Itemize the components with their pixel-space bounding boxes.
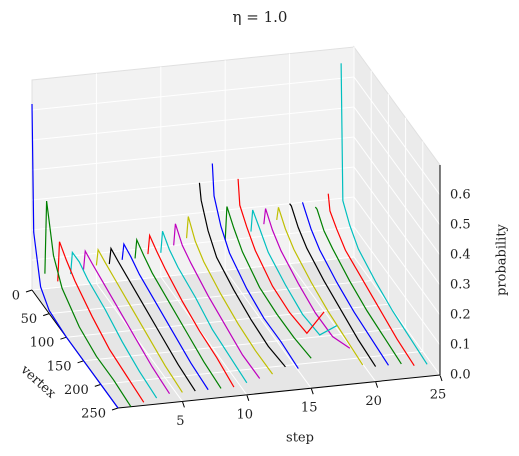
- x-tick-label: 0: [12, 289, 20, 304]
- back-pane: [31, 46, 355, 291]
- tick-mark: [77, 360, 84, 364]
- y-tick-label: 5: [176, 414, 184, 429]
- series-line: [211, 163, 299, 369]
- x-tick-label: 200: [64, 383, 89, 398]
- tick-mark: [43, 313, 50, 317]
- series-line: [340, 63, 428, 365]
- tick-mark: [439, 374, 443, 382]
- series-line: [314, 206, 402, 365]
- y-axis: [117, 374, 441, 409]
- series-line: [185, 216, 274, 375]
- z-tick-label: 0.6: [450, 188, 471, 203]
- series-line: [134, 237, 222, 389]
- series-line: [95, 247, 183, 393]
- tick-mark: [60, 336, 67, 340]
- grid-line: [100, 141, 424, 385]
- y-tick-label: 15: [301, 401, 318, 416]
- grid-line: [31, 47, 355, 291]
- series-line: [224, 206, 312, 359]
- tick-mark: [25, 289, 33, 293]
- series-line: [160, 230, 248, 384]
- grid-line: [83, 117, 407, 362]
- series-line: [108, 246, 196, 392]
- z-axis-label: probability: [495, 223, 510, 295]
- z-tick-label: 0.2: [450, 308, 471, 323]
- series-line: [276, 207, 364, 366]
- chart-title: η = 1.0: [233, 8, 288, 26]
- z-tick-label: 0.1: [450, 338, 471, 353]
- series-line: [289, 203, 377, 367]
- series-line: [327, 193, 415, 366]
- series-line: [250, 209, 338, 336]
- tick-mark: [246, 394, 250, 401]
- series-line: [121, 242, 209, 391]
- x-tick-label: 100: [30, 336, 55, 351]
- z-tick-label: 0.5: [450, 218, 471, 233]
- y-tick-label: 25: [430, 388, 447, 403]
- grid-line: [49, 70, 372, 315]
- z-tick-label: 0.4: [450, 248, 471, 263]
- tick-mark: [181, 401, 185, 408]
- series-line: [263, 208, 351, 349]
- x-tick-label: 250: [81, 407, 106, 422]
- y-axis-label: step: [286, 431, 314, 446]
- series-line: [70, 250, 158, 399]
- x-tick-label: 50: [21, 312, 38, 327]
- series-line: [82, 249, 171, 395]
- y-tick-label: 10: [237, 407, 254, 422]
- tick-mark: [111, 407, 119, 411]
- tick-mark: [310, 388, 314, 395]
- series-line: [237, 178, 325, 335]
- z-tick-label: 0.3: [450, 278, 471, 293]
- series-line: [57, 241, 145, 403]
- x-tick-label: 150: [47, 359, 72, 374]
- y-tick-label: 20: [365, 394, 382, 409]
- tick-mark: [94, 383, 101, 387]
- series-line: [198, 182, 286, 368]
- series-line: [301, 202, 389, 366]
- z-tick-label: 0.0: [450, 368, 471, 383]
- series-line: [147, 233, 235, 388]
- tick-mark: [375, 381, 379, 388]
- series-line: [44, 200, 132, 408]
- series-line: [173, 223, 261, 379]
- series-line: [31, 103, 119, 409]
